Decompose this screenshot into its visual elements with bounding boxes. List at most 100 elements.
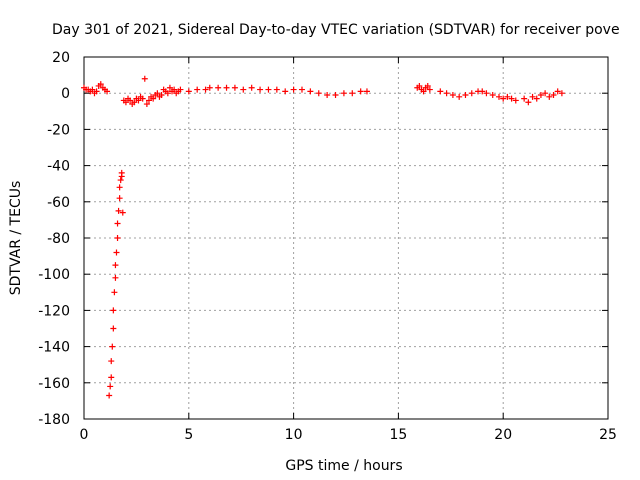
- data-point: [223, 84, 230, 91]
- data-point: [533, 95, 540, 102]
- data-point: [525, 99, 532, 106]
- data-point: [104, 88, 111, 95]
- data-point: [512, 97, 519, 104]
- data-point: [426, 86, 433, 93]
- y-axis: -180 -160 -140 -120 -100 -80 -60 -40 -20 0 20: [38, 50, 608, 428]
- x-tick-label: 25: [599, 427, 617, 443]
- x-tick-label: 20: [494, 427, 512, 443]
- data-point: [110, 307, 117, 314]
- data-point: [456, 93, 463, 100]
- data-point: [114, 235, 121, 241]
- y-tick-label: -120: [38, 303, 70, 319]
- data-point: [202, 86, 209, 93]
- data-point: [141, 75, 148, 82]
- data-point: [106, 392, 113, 399]
- data-point: [108, 374, 115, 381]
- data-point: [107, 383, 114, 390]
- data-point: [496, 93, 503, 100]
- data-point: [231, 84, 238, 91]
- data-point: [416, 82, 423, 89]
- x-tick-label: 5: [184, 427, 193, 443]
- data-point: [139, 95, 146, 102]
- data-point: [340, 90, 347, 97]
- data-point: [206, 84, 213, 91]
- series-early: [81, 81, 111, 97]
- data-point: [122, 99, 129, 106]
- data-point: [113, 249, 120, 256]
- series-drop: [106, 169, 126, 399]
- y-tick-label: -20: [47, 122, 70, 138]
- data-point: [554, 88, 561, 95]
- data-point: [135, 97, 142, 104]
- y-tick-label: -80: [47, 231, 70, 247]
- data-point: [424, 82, 431, 89]
- x-tick-label: 0: [80, 427, 89, 443]
- data-points: [81, 75, 565, 399]
- data-point: [154, 90, 161, 97]
- data-point: [177, 86, 184, 93]
- data-point: [504, 93, 511, 100]
- y-tick-label: -140: [38, 340, 70, 356]
- x-tick-label: 15: [389, 427, 407, 443]
- data-point: [420, 88, 427, 95]
- data-point: [500, 95, 507, 102]
- series-segment-5: [437, 88, 565, 106]
- data-point: [115, 207, 122, 214]
- data-point: [131, 99, 138, 106]
- data-point: [118, 169, 125, 176]
- data-point: [185, 88, 192, 95]
- data-point: [542, 90, 549, 97]
- y-tick-label: -180: [38, 412, 70, 428]
- data-point: [265, 86, 272, 93]
- data-point: [127, 97, 134, 104]
- data-point: [145, 97, 152, 104]
- data-point: [349, 90, 356, 97]
- x-tick-label: 10: [285, 427, 303, 443]
- y-tick-label: 20: [52, 50, 70, 66]
- data-point: [282, 88, 289, 95]
- data-point: [171, 86, 178, 93]
- data-point: [443, 90, 450, 97]
- y-axis-label: SDTVAR / TECUs: [8, 181, 24, 296]
- data-point: [109, 343, 116, 350]
- data-point: [324, 92, 331, 99]
- data-point: [166, 84, 173, 91]
- data-point: [257, 86, 264, 93]
- data-point: [116, 184, 123, 191]
- data-point: [437, 88, 444, 95]
- data-point: [521, 95, 528, 102]
- x-axis-label: GPS time / hours: [285, 458, 402, 474]
- y-tick-label: -160: [38, 376, 70, 392]
- data-point: [89, 86, 96, 93]
- data-point: [537, 92, 544, 99]
- data-point: [114, 220, 121, 227]
- data-point: [108, 358, 115, 365]
- data-point: [357, 88, 364, 95]
- series-segment-4: [414, 82, 433, 95]
- data-point: [558, 90, 565, 97]
- data-point: [117, 177, 124, 184]
- data-point: [483, 90, 490, 97]
- data-point: [449, 92, 456, 99]
- data-point: [290, 86, 297, 93]
- data-point: [119, 209, 126, 216]
- data-point: [363, 88, 370, 95]
- data-point: [164, 90, 171, 97]
- series-segment-3: [177, 84, 370, 99]
- data-point: [315, 90, 322, 97]
- y-tick-label: -40: [47, 159, 70, 175]
- grid: [84, 57, 608, 419]
- data-point: [489, 92, 496, 99]
- data-point: [143, 101, 150, 108]
- data-point: [112, 262, 119, 269]
- data-point: [112, 274, 119, 281]
- x-axis: 0 5 10 15 20 25: [80, 57, 617, 443]
- data-point: [215, 84, 222, 91]
- y-tick-label: -100: [38, 267, 70, 283]
- data-point: [116, 195, 123, 202]
- y-tick-label: -60: [47, 195, 70, 211]
- data-point: [150, 95, 157, 102]
- data-point: [546, 93, 553, 100]
- chart-title: Day 301 of 2021, Sidereal Day-to-day VTE…: [52, 22, 620, 38]
